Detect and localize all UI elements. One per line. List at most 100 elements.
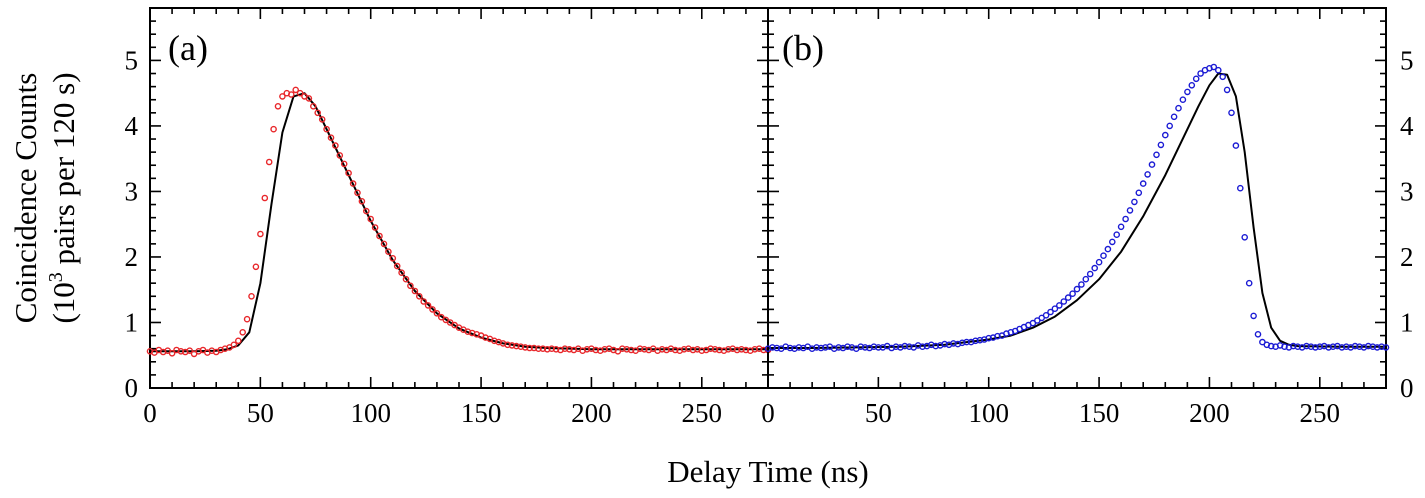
panel-b-frame — [767, 7, 1387, 389]
y-tick-label-right: 0 — [1400, 373, 1414, 403]
data-point — [548, 345, 556, 353]
data-point — [689, 346, 697, 354]
y-tick-label-right: 3 — [1400, 176, 1414, 206]
data-point — [309, 103, 317, 110]
data-point — [1144, 171, 1151, 178]
data-point — [1091, 264, 1098, 272]
data-point — [1237, 184, 1244, 192]
data-point — [336, 152, 344, 159]
data-point — [1095, 258, 1103, 266]
data-point — [773, 344, 781, 352]
data-point — [733, 346, 741, 354]
data-point — [707, 345, 714, 353]
data-point — [345, 169, 352, 177]
data-point — [248, 292, 255, 300]
x-tick-label: 0 — [143, 398, 157, 428]
panel-a: (a) — [146, 7, 772, 389]
x-tick-label: 200 — [571, 398, 612, 428]
data-point — [296, 89, 304, 97]
data-point — [835, 344, 842, 351]
data-point — [305, 95, 313, 102]
panel-a-x-tick-labels: 0 50 100 150 200 250 — [143, 398, 722, 428]
data-point — [340, 160, 348, 168]
data-point — [433, 309, 441, 317]
data-point — [354, 189, 361, 197]
data-point — [1162, 131, 1169, 139]
data-point — [1184, 88, 1191, 96]
x-tick-label: 50 — [247, 398, 274, 428]
data-point — [1109, 238, 1116, 246]
data-point — [817, 344, 825, 352]
data-point — [429, 306, 436, 313]
panel-b-data-points — [764, 63, 1390, 353]
data-point — [1060, 298, 1068, 305]
data-point — [393, 262, 401, 270]
data-point — [1351, 342, 1359, 350]
panel-b-label: (b) — [782, 28, 824, 68]
data-point — [1373, 344, 1381, 351]
data-point — [583, 345, 591, 353]
data-point — [1188, 82, 1196, 89]
x-tick-label: 200 — [1189, 398, 1230, 428]
x-tick-label: 150 — [1079, 398, 1120, 428]
data-point — [415, 292, 423, 300]
data-point — [332, 142, 339, 149]
data-point — [318, 116, 326, 123]
data-point — [636, 345, 644, 353]
data-point — [619, 345, 626, 353]
data-point — [627, 346, 635, 354]
data-point — [177, 347, 185, 355]
data-point — [437, 313, 445, 321]
data-point — [566, 345, 573, 353]
data-point — [1290, 342, 1297, 350]
data-point — [1126, 207, 1134, 214]
data-point — [1325, 344, 1332, 351]
data-point — [385, 248, 392, 255]
data-point — [822, 344, 829, 351]
data-point — [1294, 343, 1301, 351]
x-tick-label: 100 — [350, 398, 391, 428]
data-point — [963, 338, 970, 346]
data-point — [786, 344, 794, 352]
data-point — [1254, 330, 1262, 338]
data-point — [769, 344, 776, 351]
data-point — [1157, 141, 1165, 149]
data-point — [358, 197, 366, 205]
data-point — [738, 345, 745, 353]
data-point — [239, 328, 246, 336]
data-point — [972, 337, 979, 345]
data-point — [1219, 73, 1226, 81]
data-point — [892, 343, 900, 351]
data-point — [844, 343, 851, 351]
data-point — [1250, 312, 1257, 320]
data-point — [234, 337, 242, 345]
data-point — [795, 344, 803, 351]
data-point — [1329, 343, 1337, 351]
data-point — [711, 345, 719, 353]
panel-b-fit-curve — [768, 72, 1386, 349]
data-point — [402, 275, 410, 283]
data-point — [672, 346, 679, 354]
data-point — [362, 207, 370, 215]
data-point — [1051, 305, 1059, 313]
data-point — [513, 342, 520, 350]
y-tick-label-left: 4 — [125, 111, 139, 141]
data-point — [1382, 344, 1390, 351]
data-point — [1139, 180, 1147, 187]
data-point — [1135, 189, 1143, 197]
x-tick-label: 250 — [1300, 398, 1341, 428]
data-point — [875, 344, 882, 351]
data-point — [398, 269, 405, 277]
data-point — [742, 346, 750, 354]
data-point — [1307, 343, 1315, 351]
data-point — [521, 344, 529, 351]
y-tick-label-right: 1 — [1400, 307, 1414, 337]
data-point — [958, 339, 966, 347]
data-point — [1356, 343, 1363, 351]
y-axis-title-suffix: pairs per 120 s) — [46, 72, 81, 272]
data-point — [1131, 198, 1138, 206]
data-point — [680, 345, 688, 353]
data-point — [601, 345, 609, 353]
data-point — [1148, 161, 1156, 168]
data-point — [552, 345, 560, 353]
